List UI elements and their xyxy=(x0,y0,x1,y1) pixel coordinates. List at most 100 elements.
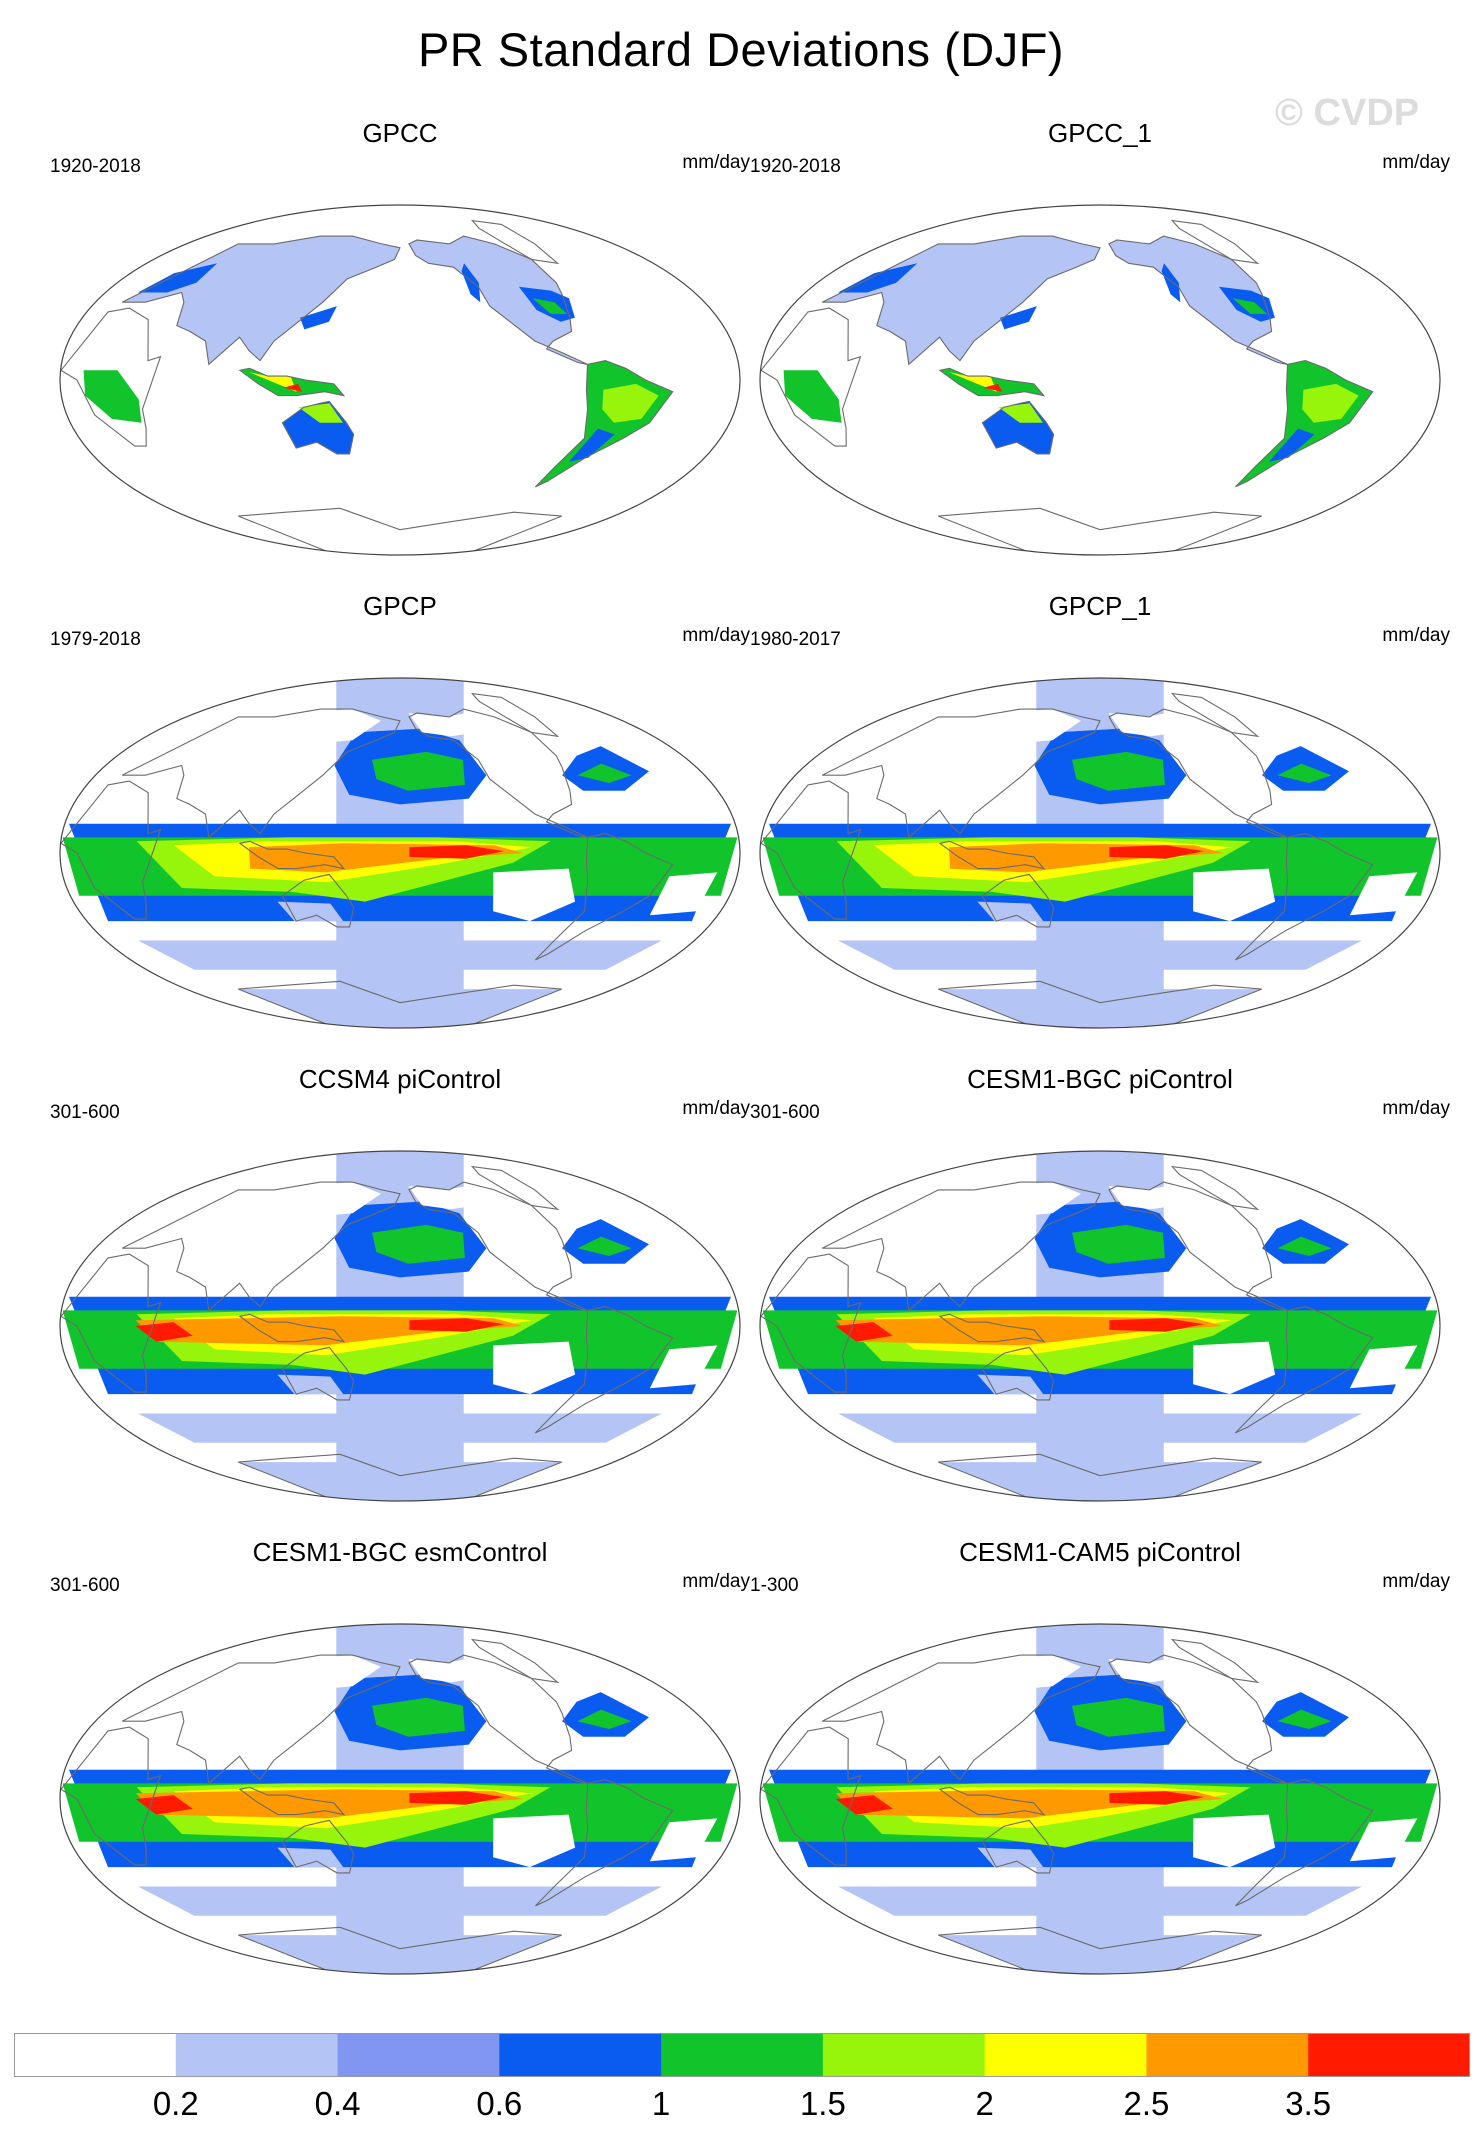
siberia-dry xyxy=(263,1182,381,1220)
land-namerica xyxy=(1109,236,1288,365)
coastline-australia xyxy=(281,400,355,455)
antarctic-field xyxy=(938,1462,1262,1501)
coastline-australia xyxy=(981,400,1055,455)
southeast-pacific-dry xyxy=(493,1814,576,1868)
world-map xyxy=(759,677,1441,1029)
equatorial-pacific-peak xyxy=(409,845,504,859)
colorbar-segment xyxy=(984,2034,1147,2076)
land-antarctica xyxy=(938,508,1262,555)
north-pacific-core xyxy=(1072,1697,1165,1737)
southern-ocean xyxy=(138,1886,662,1916)
siberia-dry xyxy=(963,1182,1081,1220)
panel-period: 1-300 xyxy=(750,1575,799,1596)
east-asia xyxy=(1000,306,1037,330)
coastline-samerica xyxy=(535,1306,674,1434)
panel-period: 1979-2018 xyxy=(50,629,141,650)
arctic-dry xyxy=(1108,713,1177,737)
samerica-core xyxy=(602,383,659,423)
north-africa-dry xyxy=(775,1248,897,1288)
colorbar-border xyxy=(14,2033,1470,2077)
colorbar-segment xyxy=(1308,2034,1470,2076)
world-map xyxy=(759,1623,1441,1975)
coastline-antarctica xyxy=(938,507,1262,555)
colorbar-tick-label: 1.5 xyxy=(799,2085,846,2122)
panel-title: CESM1-BGC piControl xyxy=(967,1064,1233,1094)
colorbar-segment xyxy=(661,2034,824,2076)
africa-core xyxy=(83,370,142,423)
coastline-indonesia xyxy=(938,1786,1046,1816)
panel-units: mm/day xyxy=(682,1571,750,1592)
north-atlantic-core xyxy=(577,763,632,783)
indian-ocean-peak xyxy=(835,1795,893,1815)
panel-period: 301-600 xyxy=(50,1102,120,1123)
coastline-indonesia xyxy=(238,367,346,397)
panel-period: 1920-2018 xyxy=(50,156,141,177)
coastline-greenland xyxy=(470,219,560,265)
coastline-samerica xyxy=(535,360,674,488)
coastline-eurasia xyxy=(821,235,1101,366)
coastline-namerica xyxy=(1108,235,1288,365)
coastline-eurasia xyxy=(821,1181,1101,1312)
north-atlantic-core xyxy=(1277,763,1332,783)
panel-units: mm/day xyxy=(1382,625,1450,646)
coastline-australia xyxy=(281,873,355,928)
map-panel: CESM1-CAM5 piControl 1-300 mm/day xyxy=(750,1537,1450,1987)
south-atlantic-dry xyxy=(649,1345,718,1389)
arctic-dry xyxy=(408,1186,477,1210)
indonesia-core xyxy=(949,372,997,392)
coastline-australia xyxy=(281,1346,355,1401)
coastline-australia xyxy=(981,1346,1055,1401)
coastline-samerica xyxy=(535,833,674,961)
equatorial-pacific-peak xyxy=(1109,845,1204,859)
coastline-namerica xyxy=(1108,708,1288,838)
colorbar-segment xyxy=(1146,2034,1309,2076)
coastline-australia xyxy=(981,873,1055,928)
antarctic-field xyxy=(938,989,1262,1028)
arctic-dry xyxy=(408,713,477,737)
coastline-greenland xyxy=(1170,1638,1260,1684)
namerica-east-core xyxy=(1232,298,1267,314)
north-africa-dry xyxy=(75,1248,197,1288)
southeast-pacific-dry xyxy=(493,868,576,922)
map-panel: GPCC_1 1920-2018 mm/day xyxy=(750,118,1450,568)
map-panel: CCSM4 piControl 301-600 mm/day xyxy=(50,1064,750,1514)
indian-ocean-peak xyxy=(835,1322,893,1342)
land-greenland xyxy=(1172,220,1258,264)
north-africa-dry xyxy=(75,1721,197,1761)
map-panel: CESM1-BGC piControl 301-600 mm/day xyxy=(750,1064,1450,1514)
north-atlantic-core xyxy=(577,1709,632,1729)
coastline-indonesia xyxy=(238,1313,346,1343)
map-outline xyxy=(759,1623,1441,1975)
coastline-indonesia xyxy=(938,367,1046,397)
colorbar-tick-label: 0.6 xyxy=(476,2085,523,2122)
panel-units: mm/day xyxy=(1382,1571,1450,1592)
south-atlantic-dry xyxy=(1349,1818,1418,1862)
coastline-antarctica xyxy=(238,1453,562,1501)
map-outline xyxy=(59,677,741,1029)
world-map xyxy=(59,204,741,556)
map-panel: CESM1-BGC esmControl 301-600 mm/day xyxy=(50,1537,750,1987)
coastline-africa xyxy=(760,780,862,920)
north-pacific-core xyxy=(372,1697,465,1737)
antarctic-field xyxy=(938,1935,1262,1974)
colorbar-tick-label: 1 xyxy=(651,2085,671,2122)
coastline-namerica xyxy=(408,1654,588,1784)
coastline-eurasia xyxy=(121,1654,401,1785)
coastline-samerica xyxy=(1235,1779,1374,1907)
colorbar-segment xyxy=(175,2034,339,2076)
coastline-namerica xyxy=(1108,1181,1288,1311)
indian-ocean-peak xyxy=(135,1795,193,1815)
panel-period: 301-600 xyxy=(750,1102,820,1123)
colorbar-segment xyxy=(822,2034,986,2076)
coastline-eurasia xyxy=(121,708,401,839)
coastline-antarctica xyxy=(938,1926,1262,1974)
map-outline xyxy=(759,1150,1441,1502)
north-pacific-core xyxy=(1072,1224,1165,1264)
australia-north xyxy=(998,403,1043,423)
southern-ocean xyxy=(838,940,1362,970)
panel-units: mm/day xyxy=(682,1098,750,1119)
panel-period: 1980-2017 xyxy=(750,629,841,650)
map-outline xyxy=(59,204,741,556)
siberia-dry xyxy=(263,1655,381,1693)
coastline-indonesia xyxy=(238,1786,346,1816)
